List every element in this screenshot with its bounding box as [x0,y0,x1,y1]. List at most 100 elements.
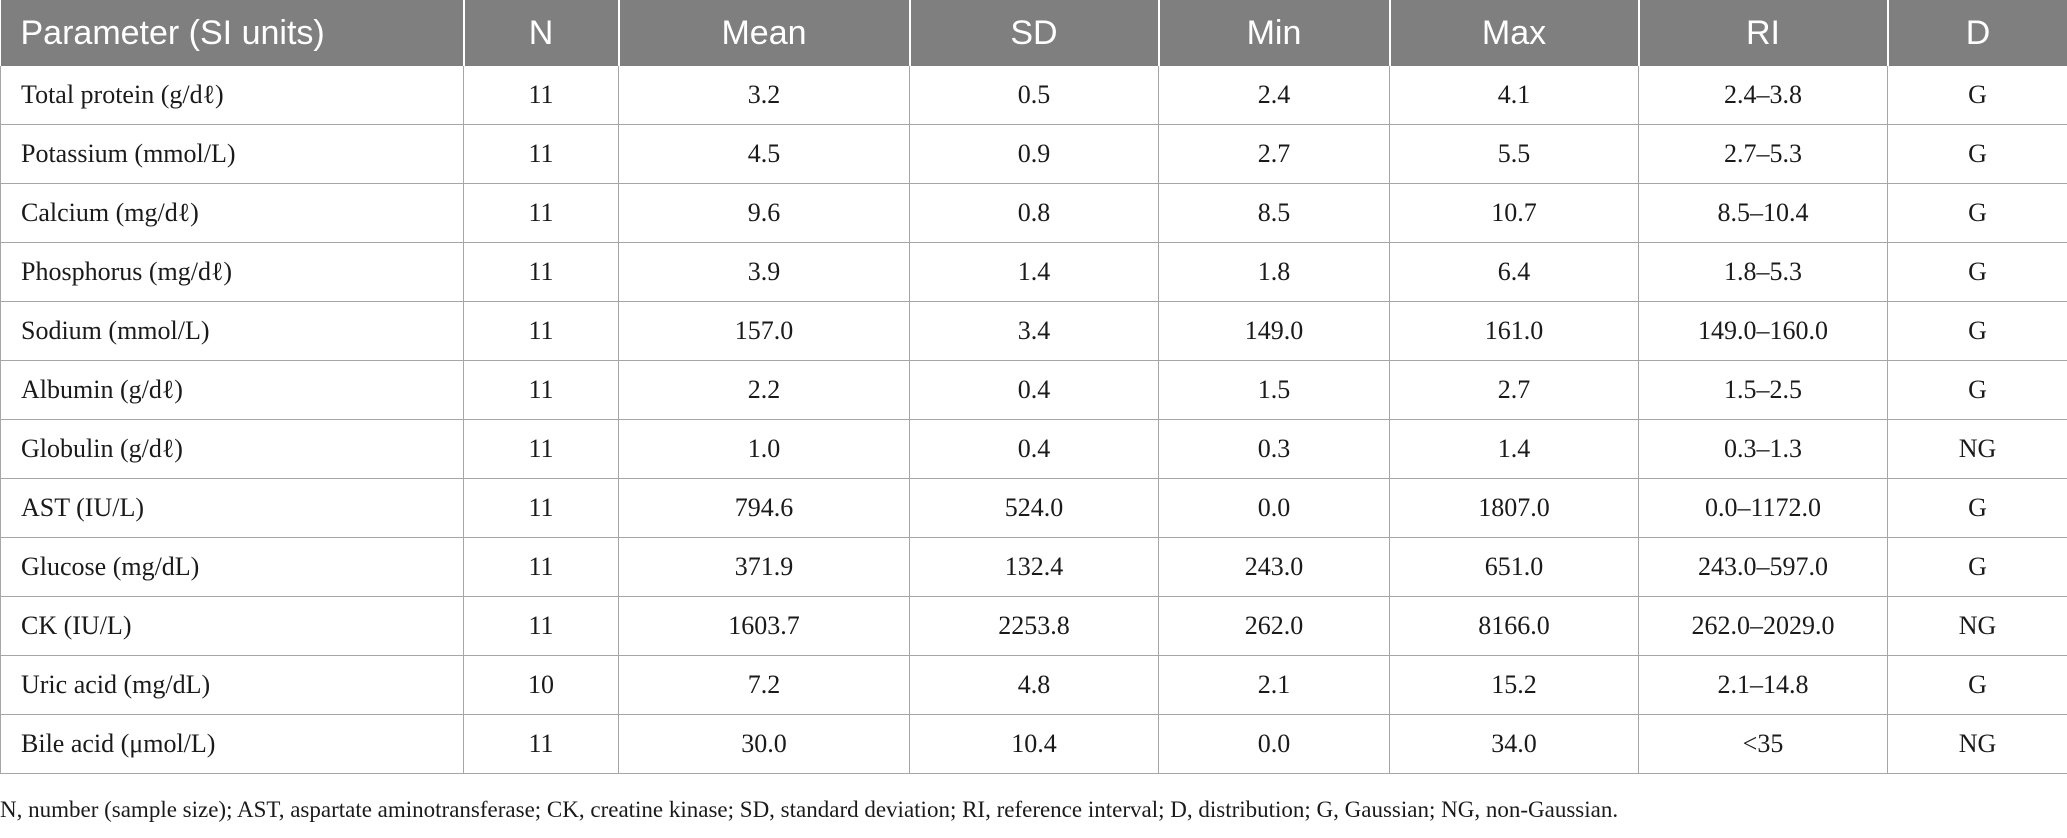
table-row: Glucose (mg/dL) 11 371.9 132.4 243.0 651.0 243… [0,537,2067,597]
reference-interval-table: Parameter (SI units) N Mean SD Min Max R… [0,0,2067,774]
table-row: Bile acid (μmol/L) 11 30.0 10.4 0.0 34.0 <35 NG [0,714,2067,774]
cell-min: 0.3 [1158,419,1390,479]
cell-min: 1.8 [1158,242,1390,302]
header-max: Max [1389,0,1640,66]
cell-ri: 1.5–2.5 [1638,360,1888,420]
table-row: Uric acid (mg/dL) 10 7.2 4.8 2.1 15.2 2.1–14.8… [0,655,2067,715]
cell-d: G [1887,242,2067,302]
cell-mean: 9.6 [618,183,910,243]
cell-mean: 4.5 [618,124,910,184]
cell-n: 11 [463,301,619,361]
cell-sd: 4.8 [909,655,1159,715]
cell-min: 262.0 [1158,596,1390,656]
cell-d: G [1887,183,2067,243]
header-mean: Mean [618,0,911,66]
cell-parameter: Globulin (g/dℓ) [0,419,464,479]
cell-ri: <35 [1638,714,1888,774]
cell-d: NG [1887,596,2067,656]
cell-n: 11 [463,242,619,302]
header-n: N [463,0,620,66]
header-d: D [1887,0,2067,66]
reference-interval-table-container: Parameter (SI units) N Mean SD Min Max R… [0,0,2067,774]
cell-d: NG [1887,714,2067,774]
cell-n: 11 [463,596,619,656]
cell-d: NG [1887,419,2067,479]
header-min: Min [1158,0,1391,66]
cell-ri: 2.7–5.3 [1638,124,1888,184]
table-row: AST (IU/L) 11 794.6 524.0 0.0 1807.0 0.0–1172.… [0,478,2067,538]
table-body: Total protein (g/dℓ) 11 3.2 0.5 2.4 4.1 2.4–3.… [0,66,2067,774]
cell-mean: 794.6 [618,478,910,538]
cell-n: 11 [463,124,619,184]
cell-parameter: Potassium (mmol/L) [0,124,464,184]
cell-mean: 157.0 [618,301,910,361]
cell-parameter: Sodium (mmol/L) [0,301,464,361]
cell-d: G [1887,478,2067,538]
cell-mean: 30.0 [618,714,910,774]
cell-ri: 2.1–14.8 [1638,655,1888,715]
cell-n: 11 [463,183,619,243]
cell-parameter: Phosphorus (mg/dℓ) [0,242,464,302]
cell-min: 2.1 [1158,655,1390,715]
cell-max: 8166.0 [1389,596,1639,656]
header-ri: RI [1638,0,1889,66]
header-sd: SD [909,0,1160,66]
table-header: Parameter (SI units) N Mean SD Min Max R… [0,0,2067,66]
cell-min: 8.5 [1158,183,1390,243]
cell-max: 5.5 [1389,124,1639,184]
cell-parameter: AST (IU/L) [0,478,464,538]
cell-n: 11 [463,478,619,538]
cell-sd: 0.5 [909,66,1159,125]
cell-n: 11 [463,537,619,597]
cell-mean: 371.9 [618,537,910,597]
cell-max: 4.1 [1389,66,1639,125]
table-row: Total protein (g/dℓ) 11 3.2 0.5 2.4 4.1 2.4–3.… [0,66,2067,125]
cell-sd: 0.9 [909,124,1159,184]
cell-sd: 10.4 [909,714,1159,774]
cell-d: G [1887,124,2067,184]
cell-mean: 7.2 [618,655,910,715]
table-row: Albumin (g/dℓ) 11 2.2 0.4 1.5 2.7 1.5–2.5 G [0,360,2067,420]
table-row: Sodium (mmol/L) 11 157.0 3.4 149.0 161.0 149.0… [0,301,2067,361]
cell-max: 34.0 [1389,714,1639,774]
cell-min: 0.0 [1158,478,1390,538]
cell-ri: 8.5–10.4 [1638,183,1888,243]
cell-min: 1.5 [1158,360,1390,420]
cell-min: 0.0 [1158,714,1390,774]
table-row: Globulin (g/dℓ) 11 1.0 0.4 0.3 1.4 0.3–1.3 NG [0,419,2067,479]
cell-parameter: Albumin (g/dℓ) [0,360,464,420]
cell-mean: 3.2 [618,66,910,125]
cell-ri: 1.8–5.3 [1638,242,1888,302]
table-row: CK (IU/L) 11 1603.7 2253.8 262.0 8166.0 262.0–… [0,596,2067,656]
cell-sd: 1.4 [909,242,1159,302]
cell-min: 2.7 [1158,124,1390,184]
cell-max: 15.2 [1389,655,1639,715]
cell-d: G [1887,360,2067,420]
cell-n: 11 [463,714,619,774]
cell-parameter: Total protein (g/dℓ) [0,66,464,125]
cell-d: G [1887,301,2067,361]
cell-d: G [1887,537,2067,597]
cell-n: 11 [463,66,619,125]
cell-n: 11 [463,360,619,420]
cell-mean: 1.0 [618,419,910,479]
cell-mean: 2.2 [618,360,910,420]
cell-sd: 0.4 [909,360,1159,420]
cell-sd: 0.8 [909,183,1159,243]
cell-min: 2.4 [1158,66,1390,125]
cell-ri: 243.0–597.0 [1638,537,1888,597]
cell-parameter: Glucose (mg/dL) [0,537,464,597]
cell-sd: 3.4 [909,301,1159,361]
cell-max: 10.7 [1389,183,1639,243]
cell-max: 1.4 [1389,419,1639,479]
table-row: Potassium (mmol/L) 11 4.5 0.9 2.7 5.5 2.7–5.3 G [0,124,2067,184]
cell-max: 161.0 [1389,301,1639,361]
cell-sd: 2253.8 [909,596,1159,656]
cell-max: 2.7 [1389,360,1639,420]
table-row: Calcium (mg/dℓ) 11 9.6 0.8 8.5 10.7 8.5–10.4 G [0,183,2067,243]
cell-min: 149.0 [1158,301,1390,361]
cell-max: 1807.0 [1389,478,1639,538]
cell-d: G [1887,655,2067,715]
cell-max: 6.4 [1389,242,1639,302]
cell-parameter: Calcium (mg/dℓ) [0,183,464,243]
